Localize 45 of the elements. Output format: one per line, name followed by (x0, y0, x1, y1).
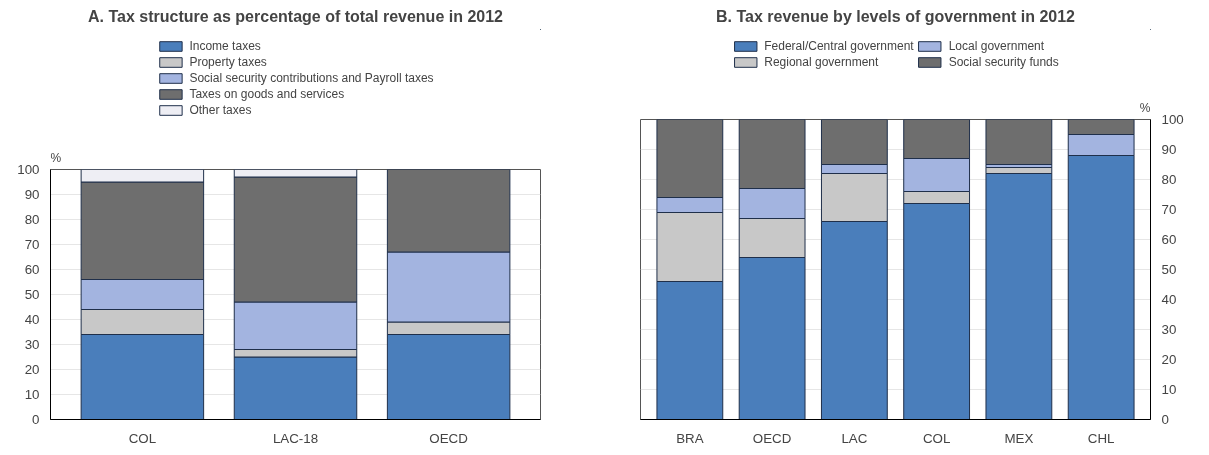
legend-label: Taxes on goods and services (189, 87, 345, 101)
x-tick-label: CHL (1087, 430, 1115, 446)
chart-title: B. Tax revenue by levels of government in 2012 (716, 7, 1076, 25)
legend-label: Other taxes (189, 103, 252, 117)
legend-label: Federal/Central government (764, 39, 914, 53)
x-tick-label: MEX (1004, 430, 1034, 446)
y-tick-label: 10 (24, 387, 40, 402)
bar (985, 119, 1053, 165)
y-tick-label: 90 (24, 187, 40, 202)
y-tick-label: 30 (24, 337, 40, 352)
y-tick-label: 70 (1161, 202, 1177, 217)
chart-title: A. Tax structure as percentage of total revenue in 2012 (88, 7, 504, 25)
legend-label: Income taxes (189, 39, 261, 53)
y-tick-label: 70 (24, 237, 40, 252)
x-tick-label: LAC-18 (272, 430, 319, 446)
y-tick-label: 50 (1161, 262, 1177, 277)
x-tick-label: LAC (841, 430, 868, 446)
y-tick-label: 20 (1161, 352, 1177, 367)
x-tick-label: COL (922, 430, 951, 446)
y-tick-label: 30 (1161, 322, 1177, 337)
x-tick-label: COL (128, 430, 157, 446)
x-tick-label: OECD (752, 430, 792, 446)
y-tick-label: 60 (1161, 232, 1177, 247)
y-tick-label: 20 (24, 362, 40, 377)
y-tick-label: 0 (1161, 412, 1169, 427)
legend-label: Social security funds (948, 55, 1059, 69)
y-tick-label: 100 (1161, 112, 1184, 127)
y-tick-label: 40 (24, 312, 40, 327)
x-tick-label: BRA (676, 430, 704, 446)
legend-label: Property taxes (189, 55, 267, 69)
legend-label: Social security contributions and Payroll taxes (189, 71, 434, 85)
y-tick-label: 80 (24, 212, 40, 227)
y-tick-label: 60 (24, 262, 40, 277)
y-tick-label: 100 (17, 162, 40, 177)
y-axis-title: % (50, 150, 62, 165)
y-tick-label: 80 (1161, 172, 1177, 187)
y-tick-label: 90 (1161, 142, 1177, 157)
y-tick-label: 40 (1161, 292, 1177, 307)
legend-label: Regional government (764, 55, 879, 69)
y-tick-label: 10 (1161, 382, 1177, 397)
x-tick-label: OECD (429, 430, 468, 446)
legend-label: Local government (948, 39, 1045, 53)
y-axis-title: % (1139, 100, 1151, 115)
y-tick-label: 0 (32, 412, 40, 427)
y-tick-label: 50 (24, 287, 40, 302)
